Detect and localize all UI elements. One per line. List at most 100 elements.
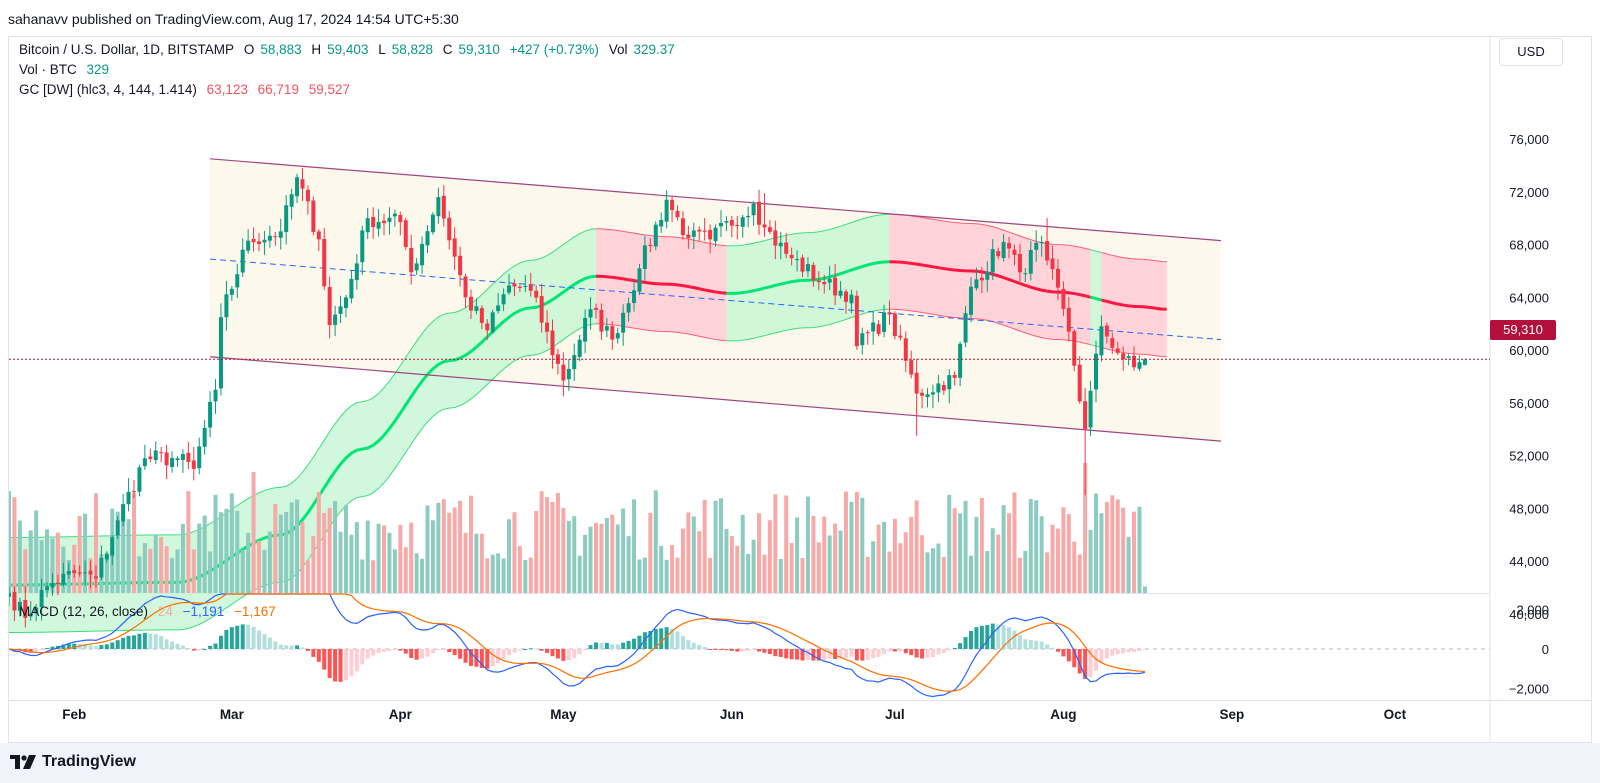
candle (1126, 353, 1131, 366)
gc-band-upper-1 (595, 228, 727, 247)
candle (441, 185, 446, 227)
candle (72, 564, 77, 578)
macd-hist-bar (311, 649, 316, 657)
candle-body (990, 249, 995, 273)
volume-bar (240, 549, 245, 593)
time-tick-label: Jun (720, 707, 744, 722)
candle-body (1007, 243, 1012, 249)
candle (137, 464, 142, 497)
candle-body (1012, 249, 1017, 255)
candle-body (170, 458, 175, 467)
candle-body (561, 364, 566, 381)
volume-bar (1083, 463, 1088, 593)
volume-bar (430, 520, 435, 593)
candle-body (968, 286, 973, 315)
volume-bar (1115, 499, 1120, 593)
symbol-title[interactable]: Bitcoin / U.S. Dollar, 1D, BITSTAMP (19, 42, 235, 57)
macd-hist-bar (115, 640, 120, 649)
candle (909, 350, 914, 379)
macd-hist-bar (213, 643, 218, 649)
candle (93, 565, 98, 588)
gc-indicator-label[interactable]: GC [DW] (hlc3, 4, 144, 1.414) (19, 82, 197, 97)
macd-hist-bar (909, 649, 914, 656)
volume-bar (170, 558, 175, 593)
volume-bar (202, 515, 207, 593)
volume-bar (746, 553, 751, 593)
currency-button[interactable]: USD (1499, 38, 1563, 66)
macd-hist-bar (441, 649, 446, 650)
volume-indicator-label[interactable]: Vol · BTC (19, 62, 77, 77)
volume-bar (517, 546, 522, 593)
volume-bar (882, 521, 887, 593)
candle-body (1137, 362, 1142, 369)
candle (1088, 380, 1093, 436)
volume-bar (626, 536, 631, 593)
candle-body (28, 613, 33, 617)
candle (77, 565, 82, 577)
volume-bar (349, 534, 354, 593)
candle (996, 247, 1001, 260)
candle (1017, 243, 1022, 285)
macd-hist-bar (34, 649, 39, 653)
candle-body (153, 450, 158, 461)
macd-legend: MACD (12, 26, close) 24 −1,191 −1,167 (19, 604, 282, 619)
candle-body (278, 231, 283, 238)
candle-body (523, 285, 528, 288)
macd-hist-bar (659, 628, 664, 649)
volume-bar (137, 556, 142, 593)
macd-hist-bar (1142, 649, 1147, 651)
gc-band-lower-1 (595, 323, 727, 342)
candle-body (1061, 288, 1066, 309)
chart-canvas[interactable]: 76,000 72,000 68,000 64,000 60,000 56,000 52,0… (9, 37, 1591, 742)
volume-bar (996, 534, 1001, 593)
macd-indicator-label[interactable]: MACD (12, 26, close) (19, 604, 149, 619)
chart-panel[interactable]: 76,000 72,000 68,000 64,000 60,000 56,000 52,0… (8, 36, 1592, 743)
macd-hist-bar (1126, 649, 1131, 653)
tradingview-logo[interactable]: TradingView (10, 753, 136, 771)
volume-bar (941, 556, 946, 593)
volume-bar (251, 472, 256, 593)
candle-body (186, 452, 191, 462)
candle-body (1126, 356, 1131, 359)
footer-bar: TradingView (0, 743, 1600, 783)
price-tick-label: 56,000 (1509, 396, 1549, 411)
candle (425, 225, 430, 254)
macd-hist-bar (104, 644, 109, 649)
candle (300, 168, 305, 202)
candle (773, 220, 778, 260)
candle-body (898, 335, 903, 338)
candle-body (680, 218, 685, 236)
macd-hist-bar (974, 627, 979, 649)
macd-hist-bar (1017, 635, 1022, 649)
candle (718, 210, 723, 237)
time-tick-label: Aug (1050, 707, 1076, 722)
gc-band-upper-3 (889, 213, 1091, 251)
candle (740, 214, 745, 238)
macd-hist-bar (28, 649, 33, 653)
gc-center-line-1 (595, 274, 727, 295)
candle-body (349, 279, 354, 299)
candle (479, 305, 484, 330)
macd-hist-bar (229, 627, 234, 649)
gc-center-line-2 (726, 260, 890, 295)
candle-body (843, 291, 848, 302)
macd-hist-bar (947, 649, 952, 651)
macd-hist-bar (240, 624, 245, 649)
volume-bar (479, 533, 484, 593)
candle-body (376, 221, 381, 229)
macd-hist-bar (414, 649, 419, 660)
candle (327, 276, 332, 339)
candle (1066, 297, 1071, 342)
macd-hist-bar (583, 649, 588, 650)
candle (452, 227, 457, 271)
publisher-bar: sahanavv published on TradingView.com, A… (0, 0, 1600, 36)
volume-bar (197, 523, 202, 593)
volume-bar (50, 538, 55, 593)
candle (17, 597, 22, 617)
volume-bar (441, 499, 446, 593)
volume-bar (289, 502, 294, 593)
candle-body (827, 278, 832, 283)
candle (670, 196, 675, 223)
candle-body (267, 235, 272, 241)
candle-body (322, 238, 327, 287)
